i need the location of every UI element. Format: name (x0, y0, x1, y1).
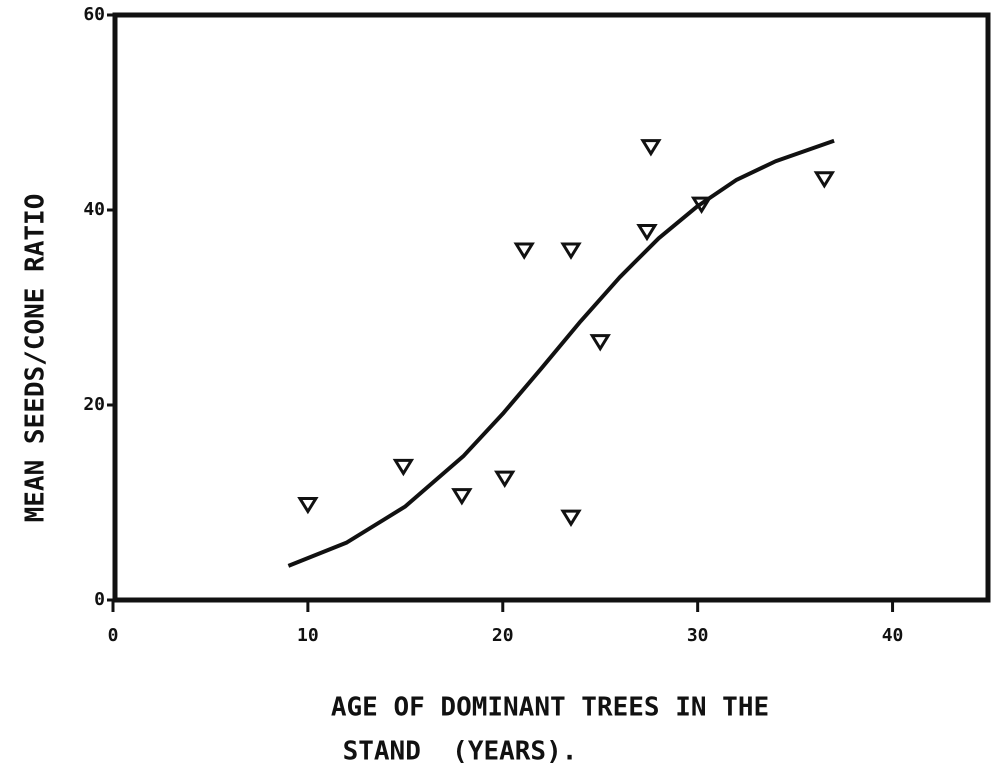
x-axis-label: AGE OF DOMINANT TREES IN THE (331, 693, 769, 723)
x-tick-label: 40 (882, 625, 904, 646)
y-tick-label: 40 (83, 199, 105, 220)
point (513, 242, 535, 260)
point (494, 470, 516, 488)
point (813, 171, 836, 189)
point (560, 509, 582, 527)
point (690, 196, 713, 215)
fitted-curve (287, 138, 835, 568)
point (560, 242, 582, 260)
x-tick-label: 0 (108, 625, 119, 646)
x-tick-label: 10 (297, 625, 319, 646)
y-tick-label: 20 (83, 394, 105, 415)
point (589, 334, 611, 352)
point (636, 223, 658, 242)
x-tick-label: 20 (492, 625, 514, 646)
y-tick-label: 0 (94, 589, 105, 610)
point (640, 139, 662, 157)
plot-frame (112, 12, 991, 603)
point (297, 496, 319, 515)
y-axis-label: MEAN SEEDS/CONE RATIO (21, 194, 51, 523)
x-tick-label: 30 (687, 625, 709, 646)
point (451, 488, 473, 506)
point (392, 458, 415, 477)
y-tick-label: 60 (83, 4, 105, 25)
x-axis-label: STAND (YEARS). (343, 737, 578, 767)
